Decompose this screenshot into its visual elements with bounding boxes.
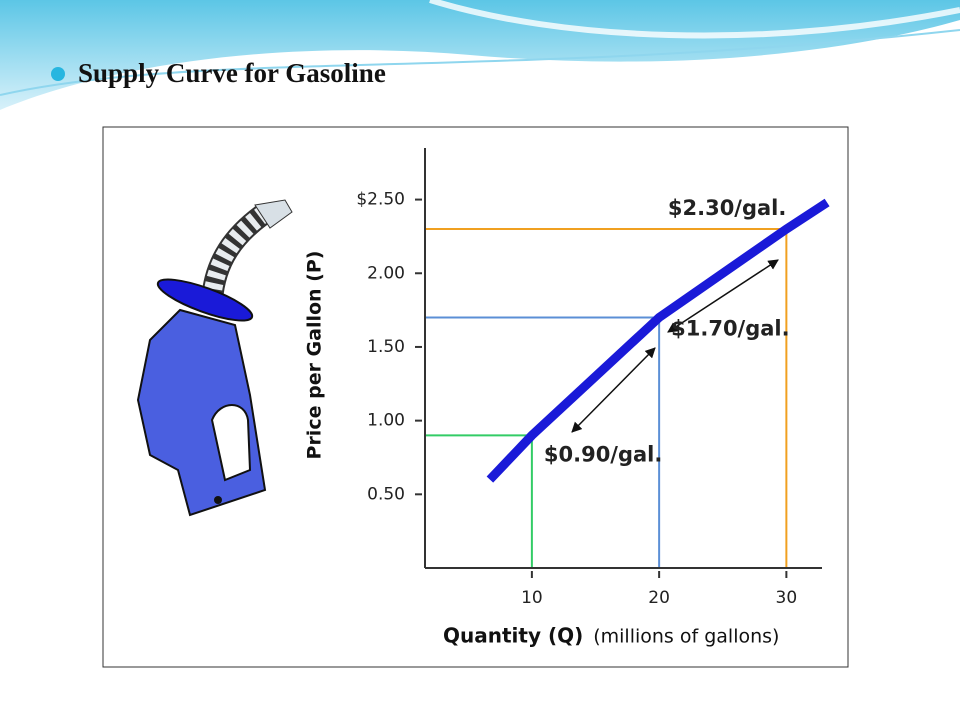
price-annotation: $2.30/gal. — [668, 196, 786, 220]
y-tick-label: 2.00 — [367, 263, 405, 283]
header-swoosh — [429, 0, 960, 39]
y-tick-label: 1.00 — [367, 411, 405, 431]
y-tick-label: 1.50 — [367, 337, 405, 357]
slide-title: Supply Curve for Gasoline — [78, 58, 386, 88]
x-tick-label: 10 — [521, 588, 543, 608]
x-tick-label: 30 — [776, 588, 798, 608]
y-tick-label: $2.50 — [356, 190, 405, 210]
x-axis-label-note: (millions of gallons) — [593, 626, 779, 648]
arrow — [571, 347, 656, 433]
supply-curve — [486, 198, 830, 483]
price-annotation: $1.70/gal. — [671, 316, 789, 340]
bullet — [51, 67, 65, 81]
x-axis-label: Quantity (Q) — [443, 624, 583, 648]
x-tick-label: 20 — [648, 588, 670, 608]
price-annotation: $0.90/gal. — [544, 442, 662, 466]
header-wave — [0, 0, 960, 110]
arrow — [667, 259, 779, 333]
y-axis-label: Price per Gallon (P) — [304, 251, 326, 460]
header-line — [0, 29, 960, 96]
y-tick-label: 0.50 — [367, 484, 405, 504]
gas-pump-icon — [136, 199, 293, 517]
